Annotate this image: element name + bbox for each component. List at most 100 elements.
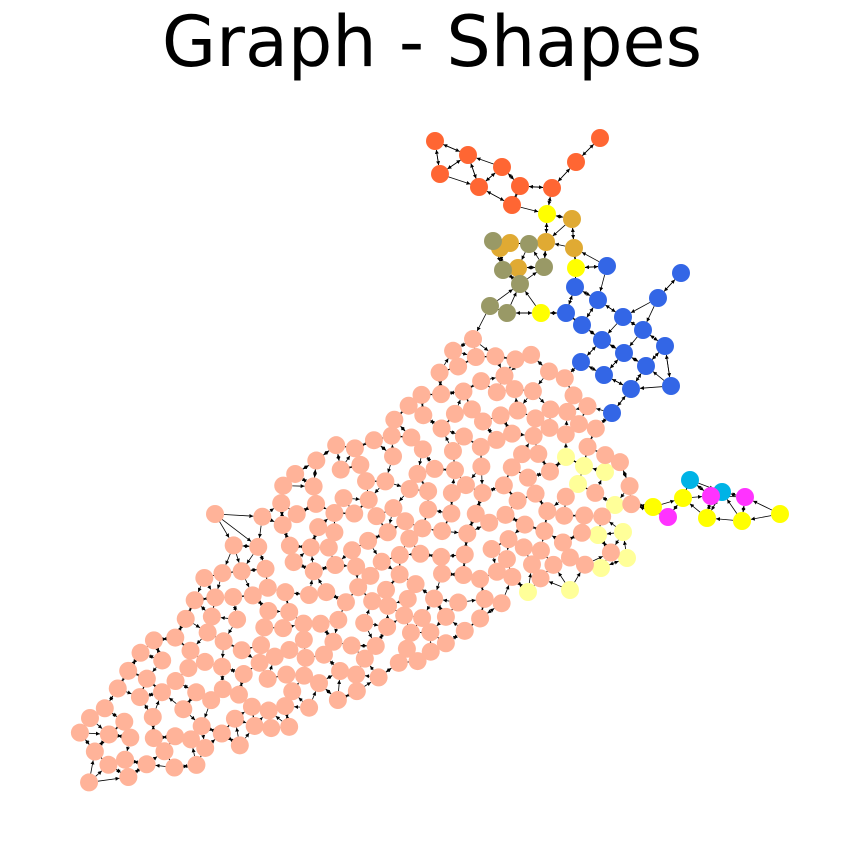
edge (311, 535, 316, 541)
edge (497, 363, 502, 368)
edge (573, 460, 579, 465)
edge (284, 505, 290, 510)
node (644, 498, 662, 516)
edge (364, 593, 369, 598)
node (618, 549, 636, 567)
edge (467, 598, 476, 603)
node (389, 653, 408, 672)
node (144, 631, 163, 650)
node (325, 523, 344, 542)
edge (752, 500, 773, 511)
node (390, 565, 409, 584)
edge (239, 681, 244, 686)
node (544, 555, 563, 574)
node (515, 515, 534, 534)
node (300, 698, 319, 717)
node (382, 426, 401, 445)
edge (156, 648, 161, 654)
edge (617, 395, 626, 407)
edge (269, 508, 275, 513)
node (455, 621, 474, 640)
edge (260, 555, 265, 561)
node (538, 205, 556, 223)
edge (592, 555, 603, 562)
edge (115, 724, 121, 730)
node (541, 400, 560, 419)
edge (294, 591, 301, 596)
node (224, 536, 243, 555)
edge (538, 378, 544, 385)
edge (245, 579, 250, 588)
node (378, 617, 397, 636)
edge (426, 605, 431, 611)
edge (479, 344, 489, 352)
node (319, 538, 338, 557)
node (615, 344, 633, 362)
node (567, 259, 585, 277)
node (213, 657, 232, 676)
edge (471, 473, 476, 479)
edge (499, 256, 504, 262)
node (242, 697, 261, 716)
edge (528, 184, 544, 189)
node (455, 545, 474, 564)
node (442, 484, 461, 503)
node (131, 643, 150, 662)
node (304, 477, 323, 496)
node (80, 773, 99, 792)
node (259, 601, 278, 620)
node (494, 476, 513, 495)
edge (555, 214, 564, 219)
node (499, 530, 518, 549)
edge (522, 411, 528, 416)
node (398, 589, 417, 608)
node (300, 586, 319, 605)
node (144, 729, 163, 748)
node (592, 559, 610, 577)
edge (524, 291, 537, 306)
edge (741, 505, 746, 513)
node (181, 730, 200, 749)
edge (418, 458, 423, 466)
edge (230, 669, 236, 673)
node (206, 588, 225, 607)
edge (460, 343, 466, 348)
node (364, 431, 383, 450)
edge (201, 734, 206, 740)
node (466, 348, 485, 367)
node (187, 683, 206, 702)
node (471, 609, 490, 628)
edge (369, 665, 375, 671)
edge (310, 556, 315, 563)
edge (485, 172, 496, 182)
node (359, 531, 378, 550)
edge (224, 725, 230, 730)
edge (635, 373, 642, 382)
edge (148, 654, 154, 658)
edge (504, 585, 510, 596)
node (537, 233, 555, 251)
edge (592, 447, 598, 452)
node (234, 665, 253, 684)
edge (183, 684, 189, 689)
node (634, 321, 652, 339)
edge (387, 464, 392, 473)
node (557, 304, 575, 322)
edge (393, 525, 398, 530)
node (649, 289, 667, 307)
node (496, 505, 515, 524)
edge (388, 516, 393, 524)
node (538, 502, 557, 521)
edge (115, 769, 121, 774)
node (573, 316, 591, 334)
edge (552, 224, 566, 237)
node (280, 602, 299, 621)
edge (696, 485, 705, 491)
node (274, 619, 293, 638)
edge (450, 391, 455, 396)
node (406, 575, 425, 594)
edge (444, 420, 450, 425)
node (166, 672, 185, 691)
node (531, 569, 550, 588)
node (345, 439, 364, 458)
